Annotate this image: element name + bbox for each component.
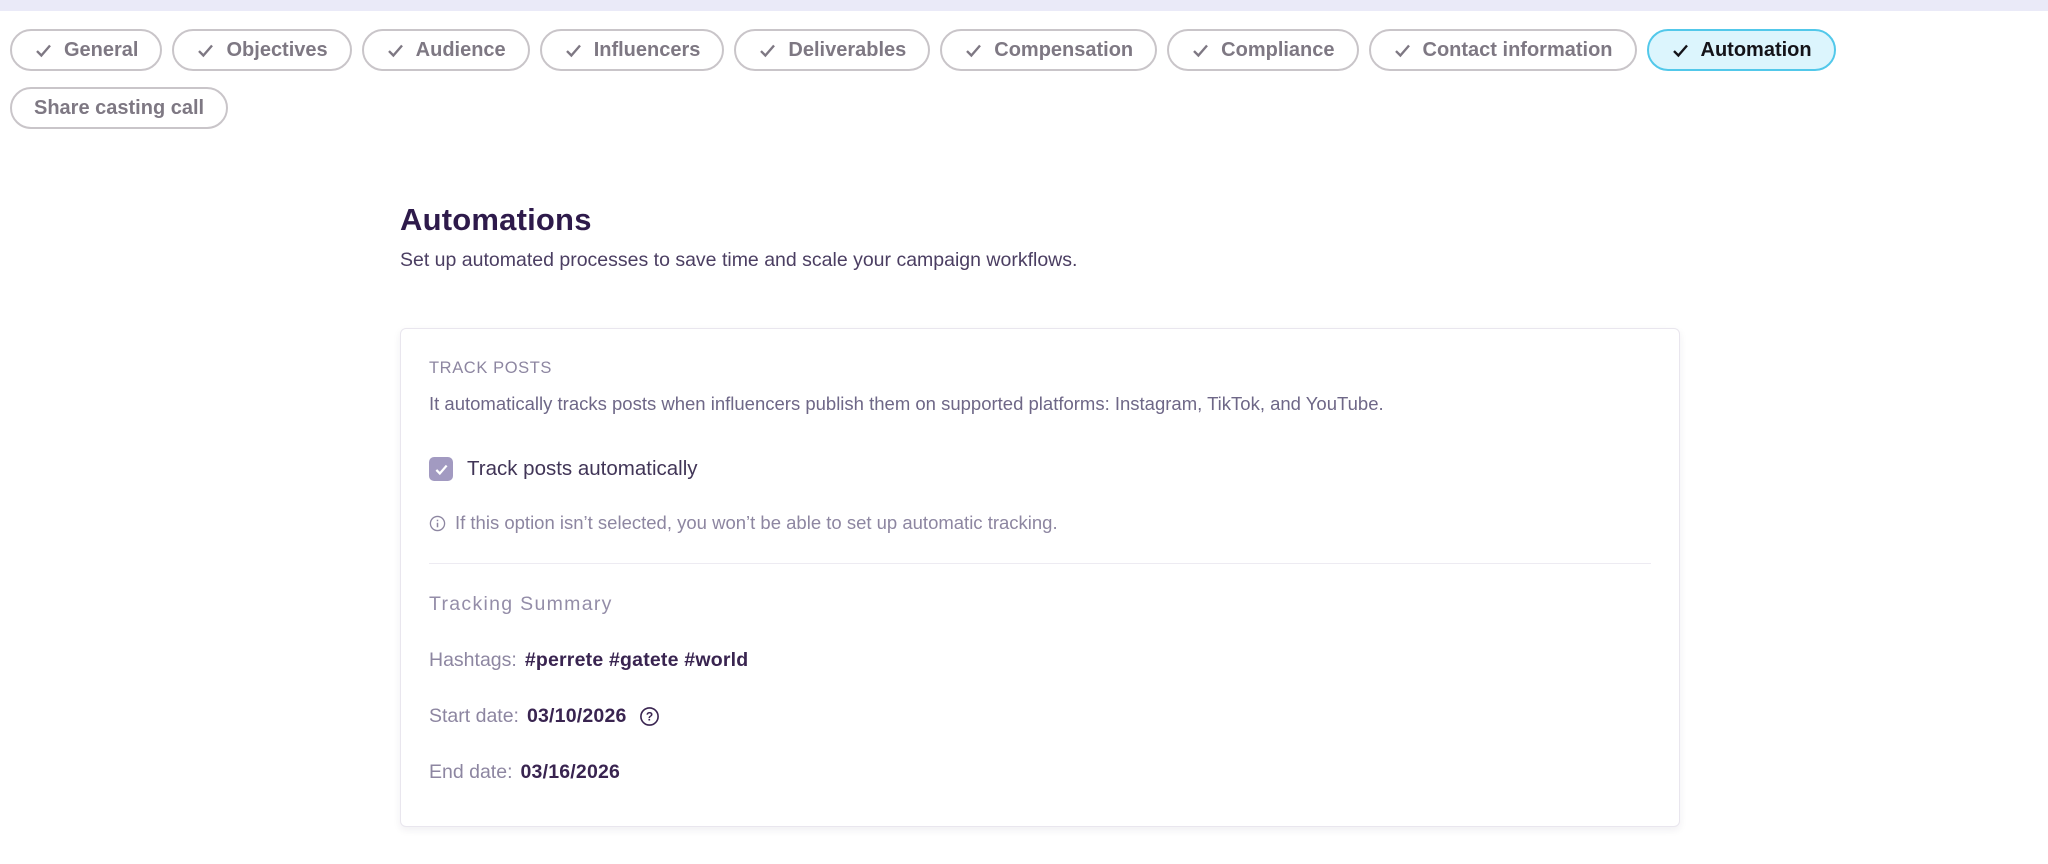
card-divider [429,563,1651,564]
tab-audience[interactable]: Audience [361,29,530,71]
tab-label: Influencers [593,39,701,61]
tab-general[interactable]: General [10,29,163,71]
tab-objectives[interactable]: Objectives [172,29,352,71]
track-posts-checkbox-row[interactable]: Track posts automatically [429,457,1651,481]
checkbox-label: Track posts automatically [467,457,698,480]
check-icon [1394,44,1410,57]
track-posts-card: TRACK POSTS It automatically tracks post… [400,328,1680,827]
tab-label: Compensation [994,39,1134,61]
section-description: It automatically tracks posts when influ… [429,393,1384,414]
tab-influencers[interactable]: Influencers [539,29,725,71]
check-icon [1672,44,1688,57]
wizard-tab-bar: General Objectives Audience Influencers … [0,11,2048,129]
page-title: Automations [400,202,592,237]
check-icon [565,44,581,57]
tracking-summary-title: Tracking Summary [429,593,613,615]
page-subtitle: Set up automated processes to save time … [400,249,1078,271]
tab-compensation[interactable]: Compensation [940,29,1158,71]
question-circle-icon[interactable]: ? [639,706,660,727]
check-icon [1193,44,1209,57]
tab-label: Share casting call [34,97,205,119]
tab-label: Deliverables [788,39,907,61]
tab-label: Automation [1700,39,1812,61]
section-title: TRACK POSTS [429,359,553,377]
check-icon [760,44,776,57]
end-date-label: End date: [429,761,513,783]
end-date-row: End date: 03/16/2026 [429,761,1651,784]
tab-label: Objectives [226,39,328,61]
tab-deliverables[interactable]: Deliverables [734,29,931,71]
info-note-row: If this option isn’t selected, you won’t… [429,512,1651,534]
tab-label: Compliance [1221,39,1335,61]
hashtags-row: Hashtags: #perrete #gatete #world [429,649,1651,672]
hashtags-value: #perrete #gatete #world [524,649,749,671]
tab-automation[interactable]: Automation [1646,29,1836,71]
end-date-value: 03/16/2026 [520,761,621,783]
track-posts-checkbox[interactable] [429,457,453,481]
tab-label: Audience [415,39,506,61]
tab-contact-information[interactable]: Contact information [1368,29,1637,71]
start-date-row: Start date: 03/10/2026 ? [429,705,1651,728]
tab-compliance[interactable]: Compliance [1167,29,1359,71]
check-icon [36,44,51,57]
check-icon [387,44,403,57]
start-date-value: 03/10/2026 [526,705,627,727]
tab-label: Contact information [1422,39,1613,61]
svg-text:?: ? [645,710,652,724]
main-content: Automations Set up automated processes t… [400,202,1680,827]
check-icon [435,464,448,475]
check-icon [198,44,214,57]
hashtags-label: Hashtags: [429,649,517,671]
tab-label: General [64,39,139,61]
info-note-text: If this option isn’t selected, you won’t… [455,512,1058,533]
tab-share-casting-call[interactable]: Share casting call [10,87,229,129]
check-icon [966,44,982,57]
top-accent-strip [0,0,2048,11]
info-circle-icon [429,515,446,531]
start-date-label: Start date: [429,705,519,727]
